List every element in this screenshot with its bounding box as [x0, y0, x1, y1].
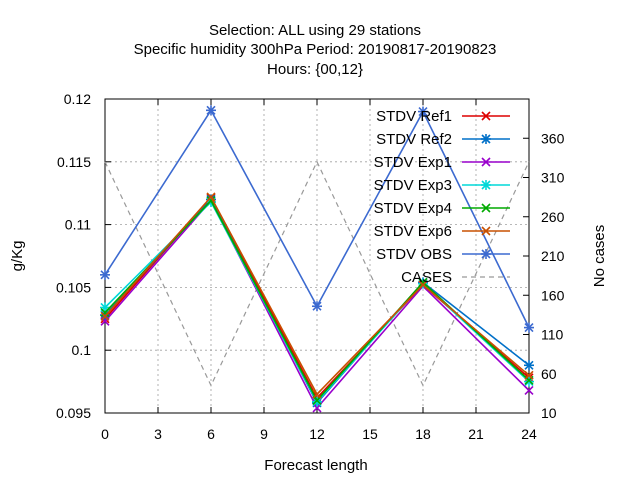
series-stdv-exp6 — [100, 192, 534, 399]
x-tick-label: 6 — [207, 426, 215, 442]
marker-stroke — [524, 385, 534, 395]
marker-stroke — [312, 389, 322, 399]
legend-entry-stdv-ref1: STDV Ref1 — [376, 108, 510, 125]
legend-marker-stdv-ref2 — [481, 134, 491, 144]
legend-entry-stdv-obs: STDV OBS — [376, 246, 510, 263]
marker-stroke — [100, 307, 110, 318]
data-point-stdv-exp3 — [100, 302, 110, 313]
data-point-stdv-obs — [524, 322, 534, 333]
marker-stroke — [100, 311, 110, 321]
marker-stroke — [481, 157, 491, 167]
y-tick-label: 0.115 — [57, 154, 91, 170]
marker-stroke — [206, 192, 216, 202]
data-point-stdv-obs — [312, 301, 322, 312]
y-tick-label: 0.095 — [56, 405, 91, 421]
legend-marker-stdv-exp3 — [481, 180, 491, 190]
y2-tick-label: 260 — [541, 209, 565, 225]
marker-stroke — [418, 277, 428, 287]
legend-label-stdv-obs: STDV OBS — [376, 246, 452, 263]
y2-tick-label: 160 — [541, 287, 565, 303]
data-point-stdv-ref2 — [524, 360, 534, 371]
y2-tick-label: 110 — [541, 327, 564, 343]
legend-entry-stdv-exp3: STDV Exp3 — [374, 177, 510, 194]
legend: STDV Ref1 STDV Ref2 STDV Exp1 STDV Exp3 STDV… — [374, 108, 510, 286]
data-point-stdv-exp6 — [524, 370, 534, 380]
chart-title: Selection: ALL using 29 stations Specifi… — [134, 22, 497, 78]
data-point-stdv-exp4 — [100, 307, 110, 318]
x-tick-label: 21 — [468, 426, 484, 442]
x-tick-label: 9 — [260, 426, 268, 442]
legend-entry-cases: CASES — [401, 269, 510, 286]
legend-label-stdv-ref1: STDV Ref1 — [376, 108, 452, 125]
marker-stroke — [524, 370, 534, 380]
data-point-stdv-obs — [100, 269, 110, 280]
data-point-stdv-exp6 — [206, 192, 216, 202]
marker-stroke — [206, 196, 216, 206]
x-tick-label: 12 — [309, 426, 325, 442]
legend-label-cases: CASES — [401, 269, 452, 286]
legend-entry-stdv-exp1: STDV Exp1 — [374, 154, 510, 171]
marker-stroke — [481, 111, 491, 121]
data-point-stdv-obs — [418, 106, 428, 117]
data-point-stdv-obs — [206, 105, 216, 116]
y2-tick-label: 210 — [541, 248, 565, 264]
y2-tick-label: 60 — [541, 366, 557, 382]
x-tick-label: 24 — [521, 426, 537, 442]
legend-label-stdv-exp1: STDV Exp1 — [374, 154, 452, 171]
legend-marker-stdv-exp1 — [481, 157, 491, 167]
y-tick-label: 0.1 — [72, 342, 92, 358]
cases-series — [104, 160, 530, 387]
title-line-2: Specific humidity 300hPa Period: 2019081… — [134, 41, 497, 58]
legend-label-stdv-ref2: STDV Ref2 — [376, 131, 452, 148]
x-tick-label: 15 — [362, 426, 378, 442]
legend-entry-stdv-exp4: STDV Exp4 — [374, 200, 510, 217]
data-point-stdv-exp1 — [524, 385, 534, 395]
axis-ticks: 0 3 6 9 12 15 18 21 24 0.095 0.1 0.105 0.11 0.115 0.12… — [56, 91, 565, 442]
legend-marker-stdv-obs — [481, 249, 491, 259]
marker-stroke — [418, 280, 428, 290]
cases-line — [104, 160, 530, 387]
data-point-stdv-exp6 — [418, 280, 428, 290]
data-point-stdv-exp4 — [418, 277, 428, 287]
grid — [105, 99, 529, 413]
title-line-3: Hours: {00,12} — [267, 61, 363, 78]
y2-tick-label: 360 — [541, 130, 565, 146]
legend-entry-stdv-ref2: STDV Ref2 — [376, 131, 510, 148]
series-line-stdv-ref1 — [104, 196, 530, 400]
legend-entry-stdv-exp6: STDV Exp6 — [374, 223, 510, 240]
data-point-stdv-exp3 — [312, 396, 322, 407]
x-tick-label: 0 — [101, 426, 109, 442]
title-line-1: Selection: ALL using 29 stations — [209, 22, 421, 39]
y2-tick-label: 10 — [541, 405, 557, 421]
legend-label-stdv-exp4: STDV Exp4 — [374, 200, 452, 217]
y-tick-label: 0.12 — [64, 91, 91, 107]
y2-tick-label: 310 — [541, 170, 565, 186]
x-axis-title: Forecast length — [264, 457, 367, 474]
x-tick-label: 3 — [154, 426, 162, 442]
legend-marker-stdv-exp4 — [481, 203, 491, 213]
marker-stroke — [481, 203, 491, 213]
y-tick-label: 0.105 — [56, 279, 91, 295]
y2-axis-title: No cases — [591, 225, 608, 288]
legend-marker-stdv-exp6 — [481, 226, 491, 236]
x-tick-label: 18 — [415, 426, 431, 442]
series-stdv-obs — [100, 105, 534, 333]
marker-stroke — [481, 226, 491, 236]
data-point-stdv-exp6 — [312, 389, 322, 399]
legend-label-stdv-exp3: STDV Exp3 — [374, 177, 452, 194]
legend-marker-stdv-ref1 — [481, 111, 491, 121]
data-point-stdv-exp6 — [100, 311, 110, 321]
y-tick-label: 0.11 — [65, 217, 91, 233]
y-axis-title: g/Kg — [9, 241, 26, 272]
data-series — [100, 105, 534, 413]
legend-label-stdv-exp6: STDV Exp6 — [374, 223, 452, 240]
